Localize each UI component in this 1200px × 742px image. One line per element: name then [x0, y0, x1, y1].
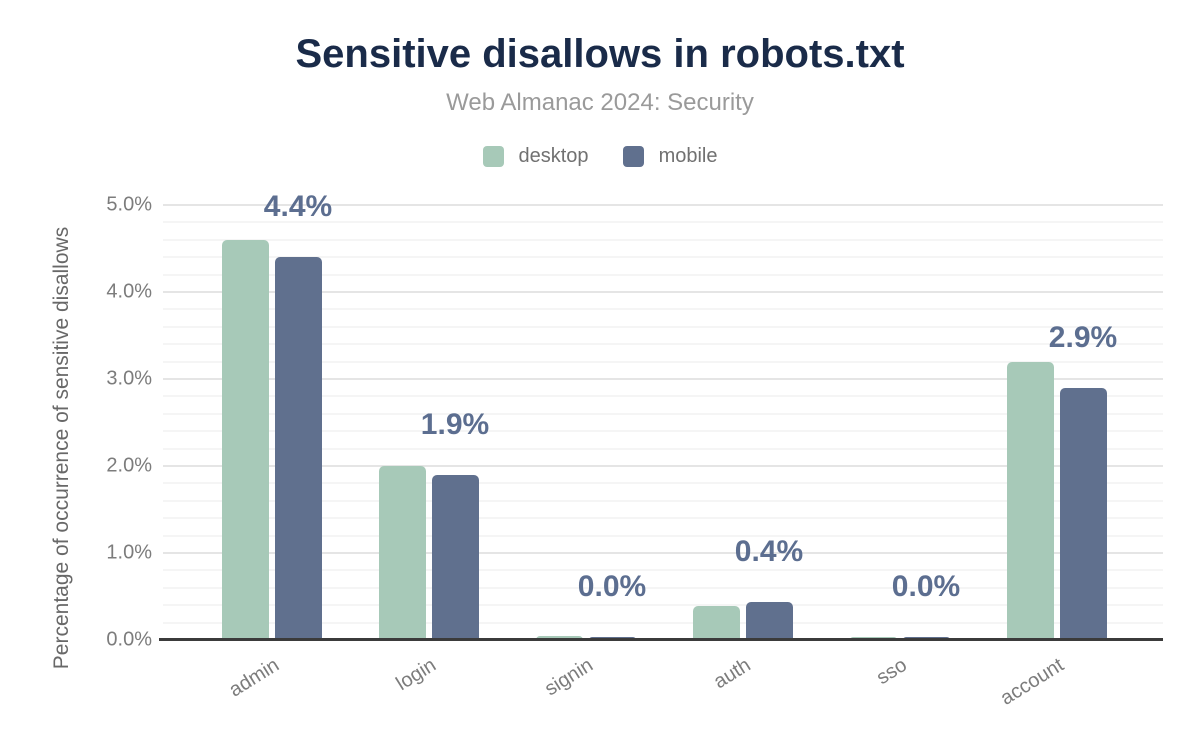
gridline-major: [163, 465, 1163, 467]
desktop-bar-signin: [535, 635, 583, 640]
y-tick-label: 4.0%: [106, 280, 152, 303]
y-tick-label: 3.0%: [106, 367, 152, 390]
gridline-minor: [163, 360, 1163, 363]
gridline-minor: [163, 238, 1163, 241]
gridline-minor: [163, 604, 1163, 607]
gridline-minor: [163, 395, 1163, 398]
bar-value-label: 0.4%: [734, 534, 804, 568]
gridline-major: [163, 552, 1163, 554]
legend-label: mobile: [658, 144, 718, 167]
gridline-minor: [163, 273, 1163, 276]
legend-swatch-desktop: [482, 145, 504, 167]
gridline-minor: [163, 256, 1163, 259]
bar-groups: 4.4% 1.9% 0.0% 0.4% 0.0% 2.9%: [163, 192, 1163, 640]
gridline-minor: [163, 308, 1163, 311]
legend-label: desktop: [518, 144, 589, 167]
bar-value-label: 0.0%: [577, 570, 647, 604]
gridline-major: [163, 291, 1163, 293]
gridline-minor: [163, 325, 1163, 328]
desktop-bar-account: [1006, 361, 1054, 640]
bar-group-account: 2.9%: [978, 205, 1135, 640]
desktop-bar-login: [378, 466, 426, 640]
y-tick-label: 2.0%: [106, 454, 152, 477]
x-category-label-auth: auth: [709, 654, 755, 694]
legend-item-mobile: mobile: [622, 144, 718, 168]
plot-area: 4.4% 1.9% 0.0% 0.4% 0.0% 2.9%: [159, 192, 1163, 641]
x-axis-line: [159, 638, 1163, 641]
x-category-label-login: login: [392, 654, 441, 696]
gridline-major: [163, 378, 1163, 380]
bar-value-label: 0.0%: [891, 570, 961, 604]
x-category-label-admin: admin: [225, 654, 284, 702]
gridline-minor: [163, 499, 1163, 502]
gridline-minor: [163, 447, 1163, 450]
gridline-minor: [163, 586, 1163, 589]
desktop-bar-auth: [692, 606, 740, 640]
bar-value-label: 2.9%: [1048, 320, 1118, 354]
bar-group-auth: 0.4%: [664, 205, 821, 640]
bar-value-label: 1.9%: [420, 407, 490, 441]
bar-group-login: 1.9%: [350, 205, 507, 640]
gridline-minor: [163, 517, 1163, 520]
gridline-minor: [163, 569, 1163, 572]
chart-subtitle: Web Almanac 2024: Security: [446, 89, 754, 116]
x-category-label-sso: sso: [873, 654, 912, 690]
gridline-minor: [163, 482, 1163, 485]
gridline-major: [163, 204, 1163, 206]
x-category-label-account: account: [997, 654, 1069, 710]
chart-title: Sensitive disallows in robots.txt: [295, 32, 905, 76]
y-tick-label: 1.0%: [106, 541, 152, 564]
gridline-minor: [163, 343, 1163, 346]
bar-group-signin: 0.0%: [507, 205, 664, 640]
x-category-label-signin: signin: [541, 654, 598, 701]
y-tick-label: 0.0%: [106, 628, 152, 651]
y-tick-label: 5.0%: [106, 193, 152, 216]
legend: desktop mobile: [0, 143, 1200, 169]
desktop-bar-admin: [221, 239, 269, 640]
y-axis-tick-labels: 0.0% 1.0% 2.0% 3.0% 4.0% 5.0%: [0, 194, 152, 651]
gridline-minor: [163, 430, 1163, 433]
mobile-bar-auth: 0.4%: [735, 536, 803, 640]
gridline-minor: [163, 412, 1163, 415]
mobile-bar-account: 2.9%: [1049, 322, 1117, 640]
legend-swatch-mobile: [622, 145, 644, 167]
gridline-minor: [163, 221, 1163, 224]
mobile-bar-login: 1.9%: [421, 409, 489, 640]
mobile-bar-admin: 4.4%: [264, 192, 332, 640]
bar-group-admin: 4.4%: [193, 192, 350, 640]
bar-value-label: 4.4%: [263, 190, 333, 224]
gridline-minor: [163, 621, 1163, 624]
bar-group-sso: 0.0%: [821, 205, 978, 640]
x-axis-labels: admin login signin auth sso account: [163, 648, 1163, 728]
gridline-minor: [163, 534, 1163, 537]
legend-item-desktop: desktop: [482, 144, 589, 168]
